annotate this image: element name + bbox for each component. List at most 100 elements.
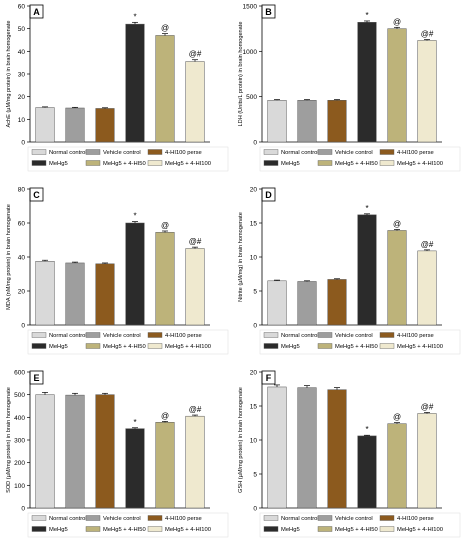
y-tick-label: 80 [18,187,26,194]
legend-label: MeHg5 + 4-HI100 [165,527,211,533]
legend: Normal control Vehicle control 4-HI100 per… [259,146,461,172]
legend-label: Vehicle control [103,333,141,339]
significance-mark: * [133,212,136,221]
legend-label: Normal control [281,333,319,339]
legend-label: MeHg5 [281,161,300,167]
y-tick-label: 100 [14,483,25,490]
bar [125,428,145,509]
legend-swatch [147,526,163,532]
bar [387,28,407,143]
bar [65,107,85,143]
legend-swatch [263,332,279,338]
bar [35,394,55,509]
legend-label: MeHg5 + 4-HI50 [103,527,146,533]
panel-letter: D [265,190,272,200]
legend-swatch [317,526,333,532]
legend-label: MeHg5 + 4-HI100 [397,527,443,533]
significance-mark: * [365,204,368,213]
bar [125,222,145,326]
legend-frame [259,512,461,538]
y-axis-label: LDH (Units/L protein) in brain homogenat… [238,22,244,127]
y-axis-label: MDA (nM/mg protein) in brain homogenate [6,204,12,310]
y-tick-label: 0 [253,323,257,330]
y-tick-label: 300 [14,438,25,445]
legend-label: 4-HI100 perse [165,333,202,339]
bar [155,422,175,509]
legend-swatch [379,332,395,338]
y-axis-label: GSH (µM/mg protein) in brain homogenate [238,387,244,493]
y-tick-label: 40 [18,255,26,262]
legend: Normal control Vehicle control 4-HI100 per… [259,512,461,538]
bar [297,387,317,509]
y-tick-label: 10 [250,438,258,445]
legend-swatch [317,160,333,166]
legend-label: MeHg5 + 4-HI50 [335,344,378,350]
bar [267,386,287,509]
bar [357,214,377,326]
panel-letter: C [33,190,40,200]
bar [35,107,55,143]
y-tick-label: 0 [21,506,25,513]
y-tick-label: 50 [18,26,26,33]
y-tick-label: 5 [253,472,257,479]
significance-mark: * [133,418,136,427]
bar [327,389,347,509]
y-tick-label: 40 [18,49,26,56]
panel-a: A 0 10 20 30 40 50 60 AchE (µM/mg protein) in br… [6,4,229,172]
y-tick-label: 15 [250,221,258,228]
bar [65,394,85,509]
y-tick-label: 0 [253,506,257,513]
panel-b: B 0 500 1000 1500 LDH (Units/L protein) in br… [238,4,461,172]
panel-label: A [29,4,44,19]
legend-swatch [379,343,395,349]
legend-label: Vehicle control [103,150,141,156]
y-tick-label: 20 [250,187,258,194]
y-tick-label: 500 [14,392,25,399]
legend-label: 4-HI100 perse [397,516,434,522]
legend-label: MeHg5 [49,161,68,167]
legend-label: MeHg5 [49,527,68,533]
legend-label: 4-HI100 perse [165,150,202,156]
legend-label: MeHg5 + 4-HI50 [103,344,146,350]
panel-letter: E [33,373,39,383]
bar [327,100,347,143]
legend-swatch [317,149,333,155]
bar [387,230,407,326]
legend-swatch [31,515,47,521]
legend-label: 4-HI100 perse [397,333,434,339]
bar [185,248,205,326]
y-tick-label: 400 [14,415,25,422]
bar [267,100,287,143]
panel-label: E [29,370,44,385]
legend-swatch [147,515,163,521]
panel-e: E 0 100 200 300 400 500 600 SOD (µM/mg protein) … [6,370,229,538]
bar [155,35,175,143]
y-tick-label: 20 [250,370,258,377]
y-tick-label: 0 [253,140,257,147]
significance-mark: @ [161,411,169,420]
significance-mark: @ [393,219,401,228]
legend-swatch [379,160,395,166]
bar [417,40,437,143]
legend-label: Normal control [49,516,87,522]
legend-swatch [263,515,279,521]
legend-swatch [263,160,279,166]
legend-swatch [379,515,395,521]
bar [95,108,115,143]
significance-mark: @ [161,221,169,230]
legend-label: MeHg5 [281,344,300,350]
legend-swatch [263,343,279,349]
legend: Normal control Vehicle control 4-HI100 per… [259,329,461,355]
legend-swatch [85,332,101,338]
legend-swatch [31,343,47,349]
bar [95,394,115,509]
y-tick-label: 0 [21,323,25,330]
legend-swatch [317,343,333,349]
panel-label: C [29,187,44,202]
legend-swatch [147,332,163,338]
bar [297,100,317,143]
legend-label: MeHg5 + 4-HI100 [165,161,211,167]
significance-mark: * [133,12,136,21]
legend-swatch [85,343,101,349]
